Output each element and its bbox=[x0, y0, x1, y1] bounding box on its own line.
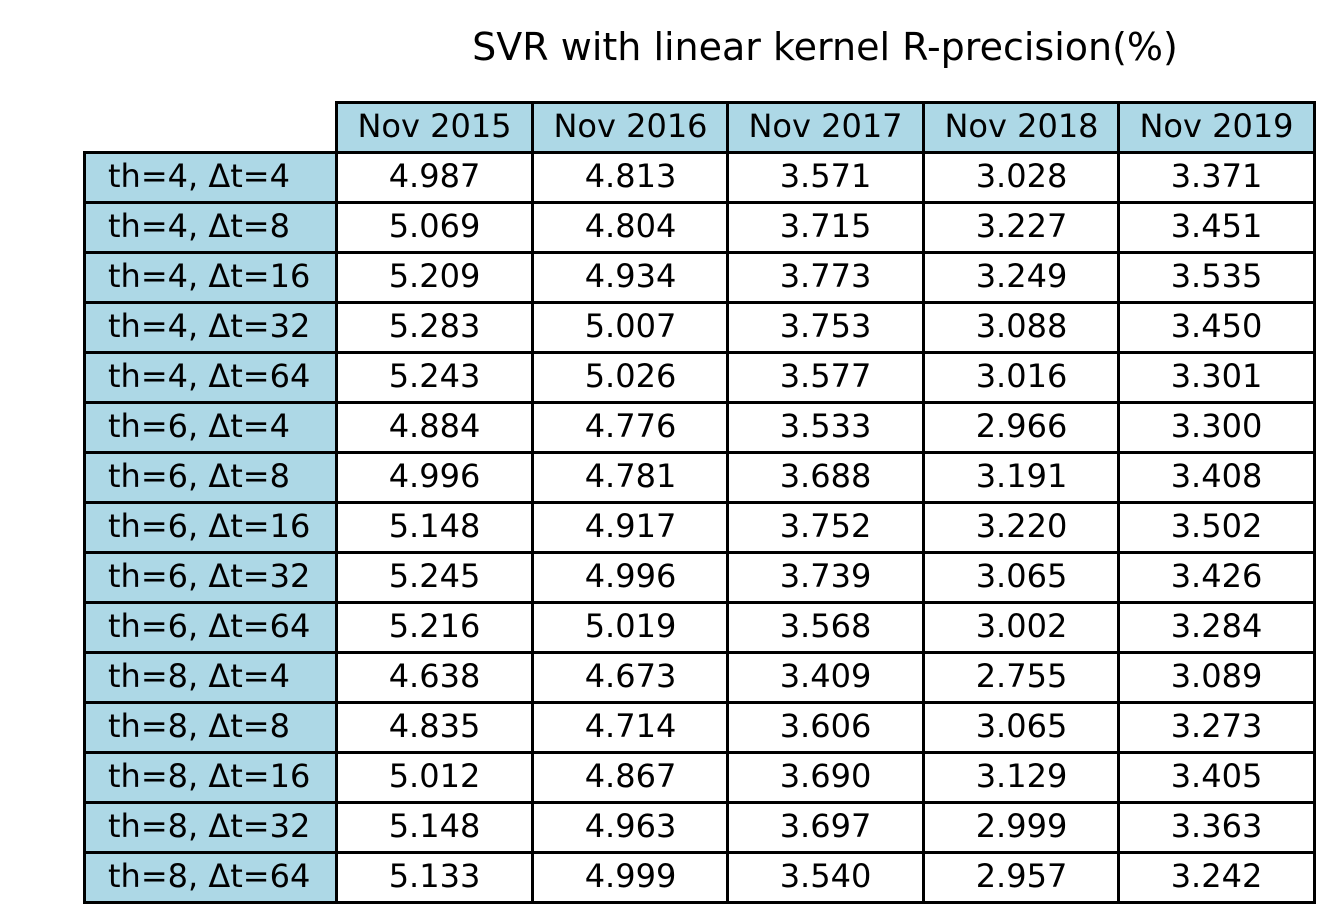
data-cell: 5.216 bbox=[335, 601, 534, 654]
row-header: th=8, Δt=16 bbox=[83, 751, 341, 804]
data-cell: 3.752 bbox=[726, 501, 925, 554]
data-cell: 3.426 bbox=[1117, 551, 1316, 604]
row-header: th=4, Δt=16 bbox=[83, 251, 341, 304]
column-header: Nov 2017 bbox=[726, 101, 925, 154]
data-cell: 4.776 bbox=[531, 401, 730, 454]
data-cell: 3.451 bbox=[1117, 201, 1316, 254]
data-cell: 3.065 bbox=[922, 701, 1121, 754]
row-header: th=6, Δt=32 bbox=[83, 551, 341, 604]
data-cell: 3.002 bbox=[922, 601, 1121, 654]
data-cell: 5.148 bbox=[335, 501, 534, 554]
data-cell: 3.301 bbox=[1117, 351, 1316, 404]
data-cell: 3.409 bbox=[726, 651, 925, 704]
data-cell: 3.773 bbox=[726, 251, 925, 304]
data-cell: 3.450 bbox=[1117, 301, 1316, 354]
data-cell: 3.715 bbox=[726, 201, 925, 254]
data-cell: 3.533 bbox=[726, 401, 925, 454]
data-cell: 3.129 bbox=[922, 751, 1121, 804]
data-cell: 3.739 bbox=[726, 551, 925, 604]
data-cell: 4.813 bbox=[531, 151, 730, 204]
row-header: th=4, Δt=64 bbox=[83, 351, 341, 404]
row-header: th=8, Δt=4 bbox=[83, 651, 341, 704]
data-cell: 5.026 bbox=[531, 351, 730, 404]
chart-title: SVR with linear kernel R-precision(%) bbox=[472, 25, 1178, 69]
data-cell: 3.535 bbox=[1117, 251, 1316, 304]
row-header: th=6, Δt=64 bbox=[83, 601, 341, 654]
data-cell: 3.016 bbox=[922, 351, 1121, 404]
row-header: th=4, Δt=8 bbox=[83, 201, 341, 254]
data-cell: 5.209 bbox=[335, 251, 534, 304]
data-cell: 5.019 bbox=[531, 601, 730, 654]
row-header: th=6, Δt=4 bbox=[83, 401, 341, 454]
row-header: th=6, Δt=16 bbox=[83, 501, 341, 554]
data-cell: 3.571 bbox=[726, 151, 925, 204]
data-cell: 4.934 bbox=[531, 251, 730, 304]
data-cell: 4.804 bbox=[531, 201, 730, 254]
data-cell: 5.148 bbox=[335, 801, 534, 854]
data-cell: 3.065 bbox=[922, 551, 1121, 604]
data-cell: 3.363 bbox=[1117, 801, 1316, 854]
data-cell: 3.284 bbox=[1117, 601, 1316, 654]
data-cell: 5.283 bbox=[335, 301, 534, 354]
data-cell: 3.405 bbox=[1117, 751, 1316, 804]
data-cell: 5.012 bbox=[335, 751, 534, 804]
data-cell: 3.371 bbox=[1117, 151, 1316, 204]
data-cell: 3.753 bbox=[726, 301, 925, 354]
data-cell: 3.606 bbox=[726, 701, 925, 754]
data-cell: 4.996 bbox=[335, 451, 534, 504]
data-cell: 3.227 bbox=[922, 201, 1121, 254]
data-cell: 4.867 bbox=[531, 751, 730, 804]
data-cell: 3.191 bbox=[922, 451, 1121, 504]
data-cell: 4.835 bbox=[335, 701, 534, 754]
column-header: Nov 2019 bbox=[1117, 101, 1316, 154]
data-cell: 4.999 bbox=[531, 851, 730, 904]
data-cell: 4.781 bbox=[531, 451, 730, 504]
row-header: th=4, Δt=4 bbox=[83, 151, 341, 204]
data-cell: 3.688 bbox=[726, 451, 925, 504]
data-cell: 3.577 bbox=[726, 351, 925, 404]
data-cell: 3.540 bbox=[726, 851, 925, 904]
data-cell: 2.755 bbox=[922, 651, 1121, 704]
data-cell: 3.502 bbox=[1117, 501, 1316, 554]
column-header: Nov 2015 bbox=[335, 101, 534, 154]
data-cell: 2.966 bbox=[922, 401, 1121, 454]
data-cell: 5.243 bbox=[335, 351, 534, 404]
data-cell: 4.638 bbox=[335, 651, 534, 704]
row-header: th=8, Δt=8 bbox=[83, 701, 341, 754]
data-cell: 4.963 bbox=[531, 801, 730, 854]
data-cell: 3.220 bbox=[922, 501, 1121, 554]
data-cell: 4.673 bbox=[531, 651, 730, 704]
data-cell: 2.999 bbox=[922, 801, 1121, 854]
row-header: th=8, Δt=32 bbox=[83, 801, 341, 854]
row-header: th=6, Δt=8 bbox=[83, 451, 341, 504]
data-cell: 5.245 bbox=[335, 551, 534, 604]
data-cell: 3.300 bbox=[1117, 401, 1316, 454]
data-cell: 3.088 bbox=[922, 301, 1121, 354]
column-header: Nov 2018 bbox=[922, 101, 1121, 154]
data-cell: 3.697 bbox=[726, 801, 925, 854]
data-cell: 3.028 bbox=[922, 151, 1121, 204]
row-header: th=8, Δt=64 bbox=[83, 851, 341, 904]
column-header: Nov 2016 bbox=[531, 101, 730, 154]
data-cell: 4.987 bbox=[335, 151, 534, 204]
data-cell: 3.408 bbox=[1117, 451, 1316, 504]
data-cell: 3.249 bbox=[922, 251, 1121, 304]
data-cell: 4.996 bbox=[531, 551, 730, 604]
data-cell: 5.007 bbox=[531, 301, 730, 354]
data-cell: 5.133 bbox=[335, 851, 534, 904]
data-cell: 4.714 bbox=[531, 701, 730, 754]
data-cell: 3.089 bbox=[1117, 651, 1316, 704]
data-cell: 5.069 bbox=[335, 201, 534, 254]
data-cell: 3.273 bbox=[1117, 701, 1316, 754]
data-cell: 3.568 bbox=[726, 601, 925, 654]
data-cell: 3.690 bbox=[726, 751, 925, 804]
row-header: th=4, Δt=32 bbox=[83, 301, 341, 354]
data-cell: 2.957 bbox=[922, 851, 1121, 904]
data-cell: 4.917 bbox=[531, 501, 730, 554]
data-cell: 3.242 bbox=[1117, 851, 1316, 904]
data-cell: 4.884 bbox=[335, 401, 534, 454]
